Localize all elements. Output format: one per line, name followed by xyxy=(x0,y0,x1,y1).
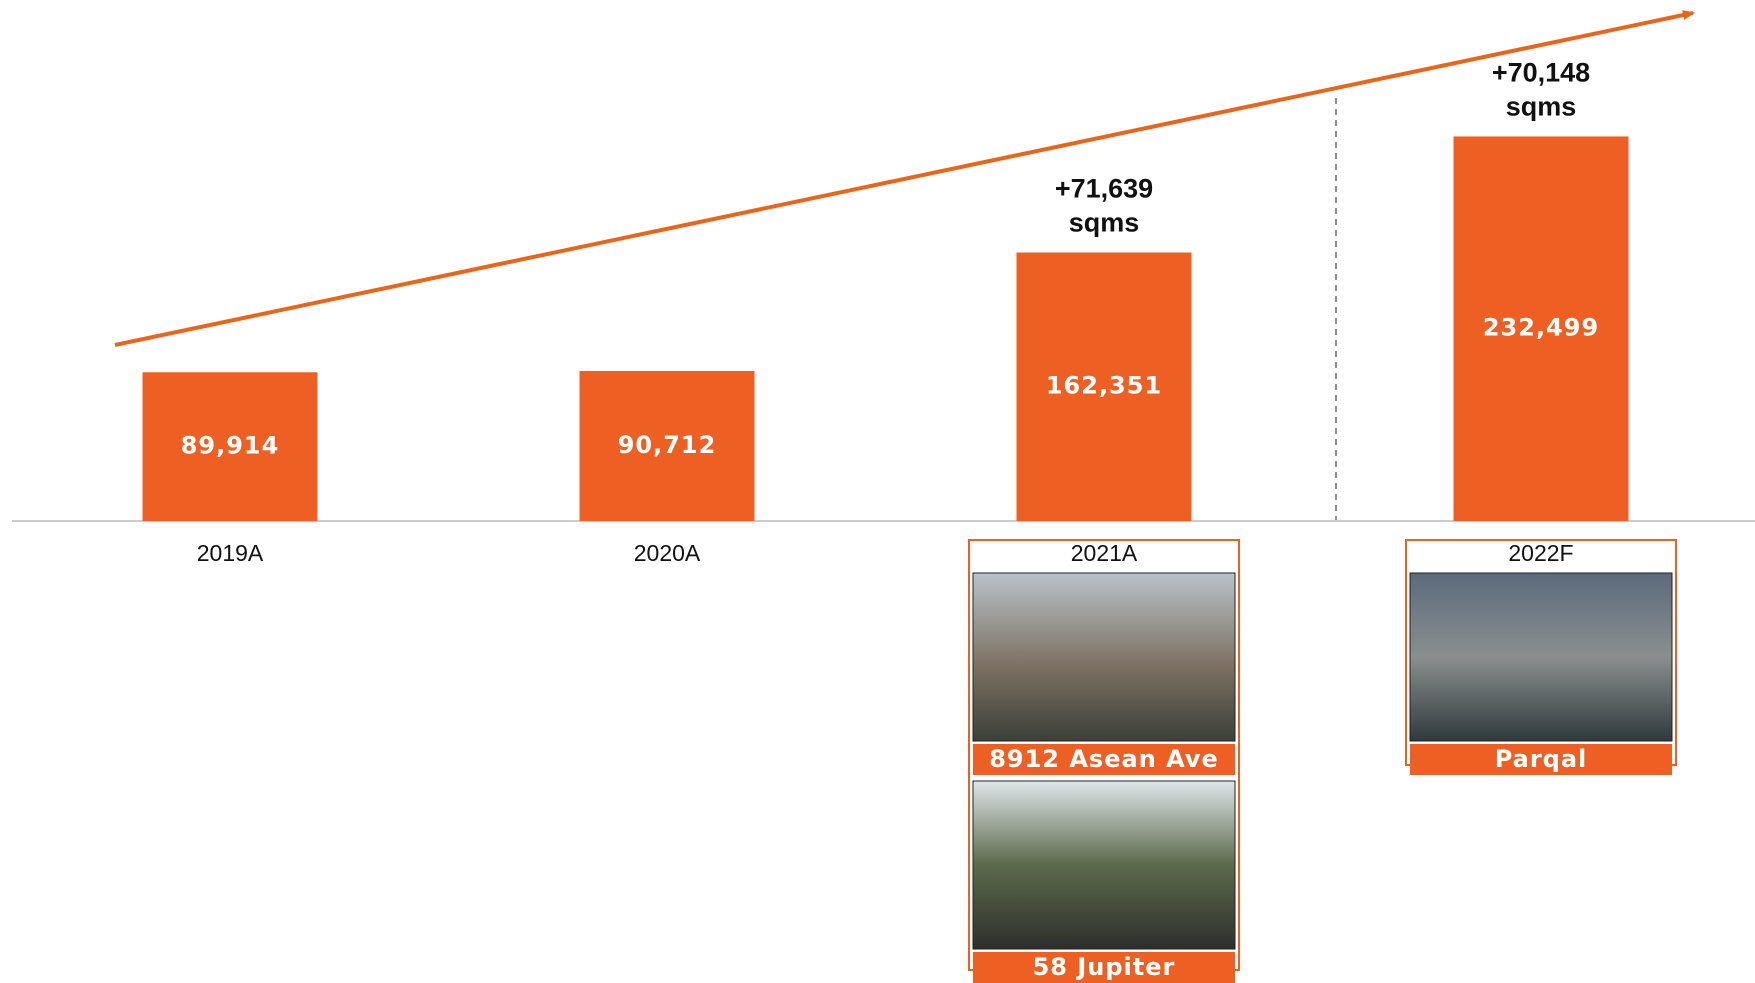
value-label: 90,712 xyxy=(618,431,717,459)
bar-annotation: +70,148 xyxy=(1492,58,1590,88)
chart: 2019A 89,914 2020A 90,712 2021A 162,351 +71,63… xyxy=(0,0,1755,983)
project-photo xyxy=(1410,573,1672,741)
x-tick-label: 2022F xyxy=(1508,540,1573,566)
x-tick-label: 2021A xyxy=(1071,540,1138,566)
bar-annotation: sqms xyxy=(1506,92,1577,122)
bar-annotation: +71,639 xyxy=(1055,174,1153,204)
value-label: 232,499 xyxy=(1483,314,1599,342)
x-tick-label: 2019A xyxy=(197,540,264,566)
value-label: 162,351 xyxy=(1046,372,1162,400)
project-photo xyxy=(973,781,1235,949)
project-caption: 8912 Asean Ave xyxy=(989,745,1219,773)
project-caption: Parqal xyxy=(1495,745,1588,773)
project-photo xyxy=(973,573,1235,741)
x-tick-label: 2020A xyxy=(634,540,701,566)
page: 2019A 89,914 2020A 90,712 2021A 162,351 +71,63… xyxy=(0,0,1755,983)
project-caption: 58 Jupiter xyxy=(1033,953,1176,981)
bar-annotation: sqms xyxy=(1069,208,1140,238)
value-label: 89,914 xyxy=(181,432,280,460)
